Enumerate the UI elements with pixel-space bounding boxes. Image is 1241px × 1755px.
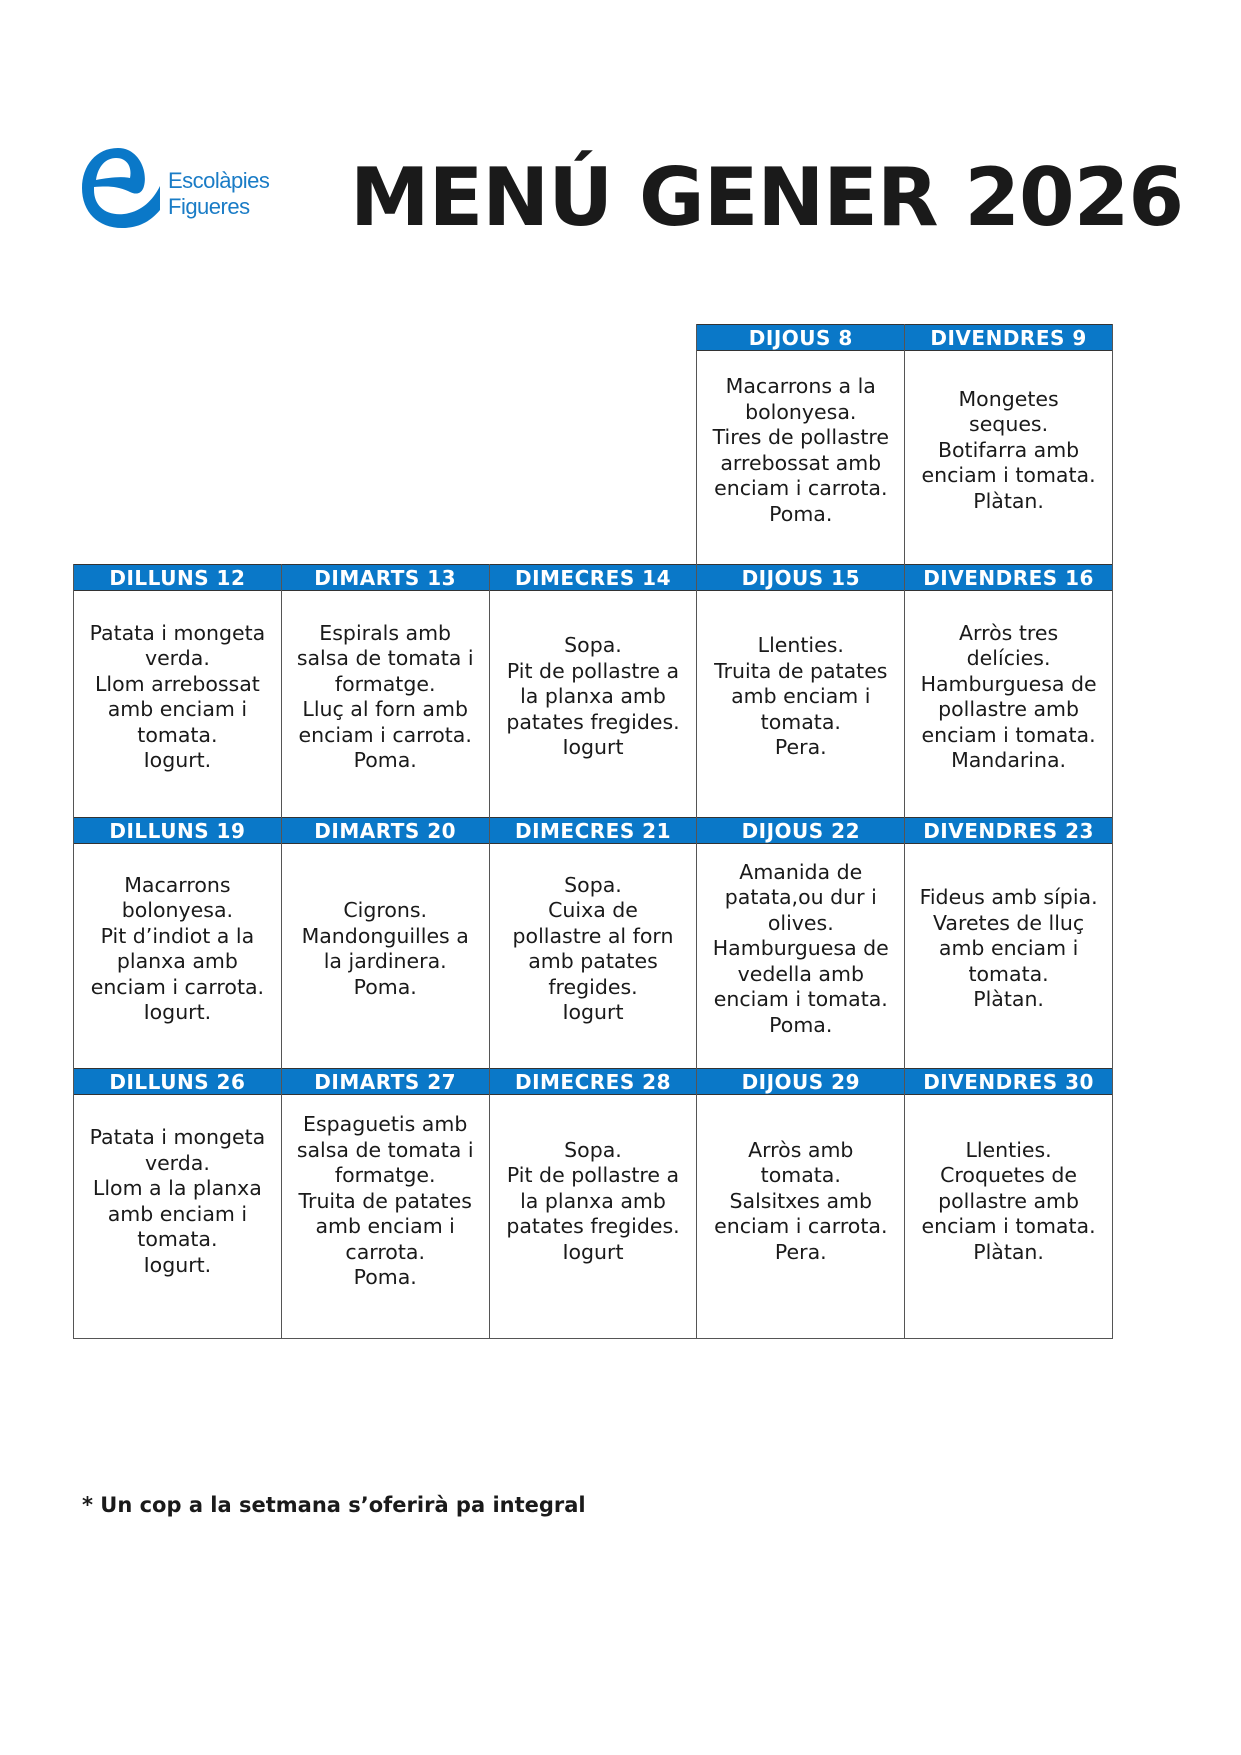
day-header: DIJOUS 8 (697, 324, 905, 351)
day-header: DIVENDRES 30 (905, 1068, 1112, 1095)
day-cell: DILLUNS 12 Patata i mongeta verda. Llom a… (73, 564, 282, 817)
page-title: MENÚ GENER 2026 (350, 151, 1184, 244)
day-cell: DIMECRES 21 Sopa. Cuixa de pollastre al f… (488, 817, 698, 1068)
day-cell: DIJOUS 15 Llenties. Truita de patates amb… (696, 564, 906, 817)
day-cell: DIMARTS 20 Cigrons. Mandonguilles a la ja… (280, 817, 490, 1068)
day-cell: DIJOUS 29 Arròs amb tomata. Salsitxes amb… (696, 1068, 906, 1339)
week-row: DILLUNS 26 Patata i mongeta verda. Llom a… (73, 1068, 1117, 1339)
day-cell: DIVENDRES 9 Mongetes seques. Botifarra am… (904, 324, 1113, 564)
day-header: DILLUNS 26 (74, 1068, 281, 1095)
day-menu: Sopa. Pit de pollastre a la planxa amb p… (506, 633, 680, 760)
day-header: DILLUNS 12 (74, 564, 281, 591)
day-header: DIJOUS 22 (697, 817, 905, 844)
day-header: DIJOUS 29 (697, 1068, 905, 1095)
empty-cell (73, 324, 282, 564)
day-menu: Espaguetis amb salsa de tomata i formatg… (296, 1112, 474, 1290)
menu-calendar: DIJOUS 8 Macarrons a la bolonyesa. Tires … (73, 324, 1117, 1339)
day-menu: Mongetes seques. Botifarra amb enciam i … (921, 386, 1096, 513)
day-cell: DIMECRES 14 Sopa. Pit de pollastre a la p… (488, 564, 698, 817)
day-menu: Sopa. Cuixa de pollastre al forn amb pat… (512, 872, 674, 1025)
day-menu: Patata i mongeta verda. Llom arrebossat … (89, 620, 266, 773)
day-header: DIMECRES 14 (489, 564, 697, 591)
day-menu: Macarrons bolonyesa. Pit d’indiot a la p… (90, 872, 265, 1025)
day-header: DIJOUS 15 (697, 564, 905, 591)
day-cell: DIVENDRES 30 Llenties. Croquetes de polla… (904, 1068, 1113, 1339)
day-header: DIVENDRES 16 (905, 564, 1112, 591)
day-menu: Llenties. Croquetes de pollastre amb enc… (921, 1137, 1096, 1264)
day-menu: Amanida de patata,ou dur i olives. Hambu… (712, 859, 889, 1037)
day-menu: Llenties. Truita de patates amb enciam i… (714, 633, 888, 760)
day-header: DIMARTS 13 (281, 564, 489, 591)
day-menu: Patata i mongeta verda. Llom a la planxa… (89, 1125, 266, 1277)
week-row: DILLUNS 12 Patata i mongeta verda. Llom a… (73, 564, 1117, 817)
logo-line-2: Figueres (168, 194, 250, 219)
footnote: * Un cop a la setmana s’oferirà pa integ… (82, 1493, 586, 1517)
day-menu: Arròs tres delícies. Hamburguesa de poll… (920, 620, 1097, 773)
day-header: DIMECRES 28 (489, 1068, 697, 1095)
empty-cell (489, 324, 698, 564)
day-menu: Espirals amb salsa de tomata i formatge.… (296, 620, 474, 773)
logo-e-icon (82, 148, 160, 228)
school-logo: Escolàpies Figueres (78, 146, 278, 236)
day-cell: DIMARTS 27 Espaguetis amb salsa de tomata… (280, 1068, 490, 1339)
day-header: DILLUNS 19 (74, 817, 281, 844)
day-menu: Sopa. Pit de pollastre a la planxa amb p… (506, 1137, 680, 1264)
week-row: DILLUNS 19 Macarrons bolonyesa. Pit d’ind… (73, 817, 1117, 1068)
day-cell: DIJOUS 22 Amanida de patata,ou dur i oliv… (696, 817, 906, 1068)
day-header: DIVENDRES 9 (905, 324, 1112, 351)
day-cell: DIVENDRES 23 Fideus amb sípia. Varetes de… (904, 817, 1113, 1068)
day-cell: DIMARTS 13 Espirals amb salsa de tomata i… (280, 564, 490, 817)
empty-cell (281, 324, 490, 564)
day-menu: Arròs amb tomata. Salsitxes amb enciam i… (714, 1137, 888, 1264)
day-header: DIMARTS 27 (281, 1068, 489, 1095)
logo-line-1: Escolàpies (168, 168, 270, 193)
week-row: DIJOUS 8 Macarrons a la bolonyesa. Tires … (73, 324, 1117, 564)
day-cell: DILLUNS 26 Patata i mongeta verda. Llom a… (73, 1068, 282, 1339)
day-cell: DIVENDRES 16 Arròs tres delícies. Hamburg… (904, 564, 1113, 817)
day-menu: Macarrons a la bolonyesa. Tires de polla… (712, 374, 889, 526)
day-header: DIMECRES 21 (489, 817, 697, 844)
logo-text: Escolàpies Figueres (168, 168, 270, 220)
day-menu: Fideus amb sípia. Varetes de lluç amb en… (919, 885, 1098, 1012)
day-cell: DIJOUS 8 Macarrons a la bolonyesa. Tires … (696, 324, 906, 564)
day-menu: Cigrons. Mandonguilles a la jardinera. P… (301, 898, 469, 999)
day-header: DIVENDRES 23 (905, 817, 1112, 844)
day-cell: DIMECRES 28 Sopa. Pit de pollastre a la p… (488, 1068, 698, 1339)
day-cell: DILLUNS 19 Macarrons bolonyesa. Pit d’ind… (73, 817, 282, 1068)
day-header: DIMARTS 20 (281, 817, 489, 844)
